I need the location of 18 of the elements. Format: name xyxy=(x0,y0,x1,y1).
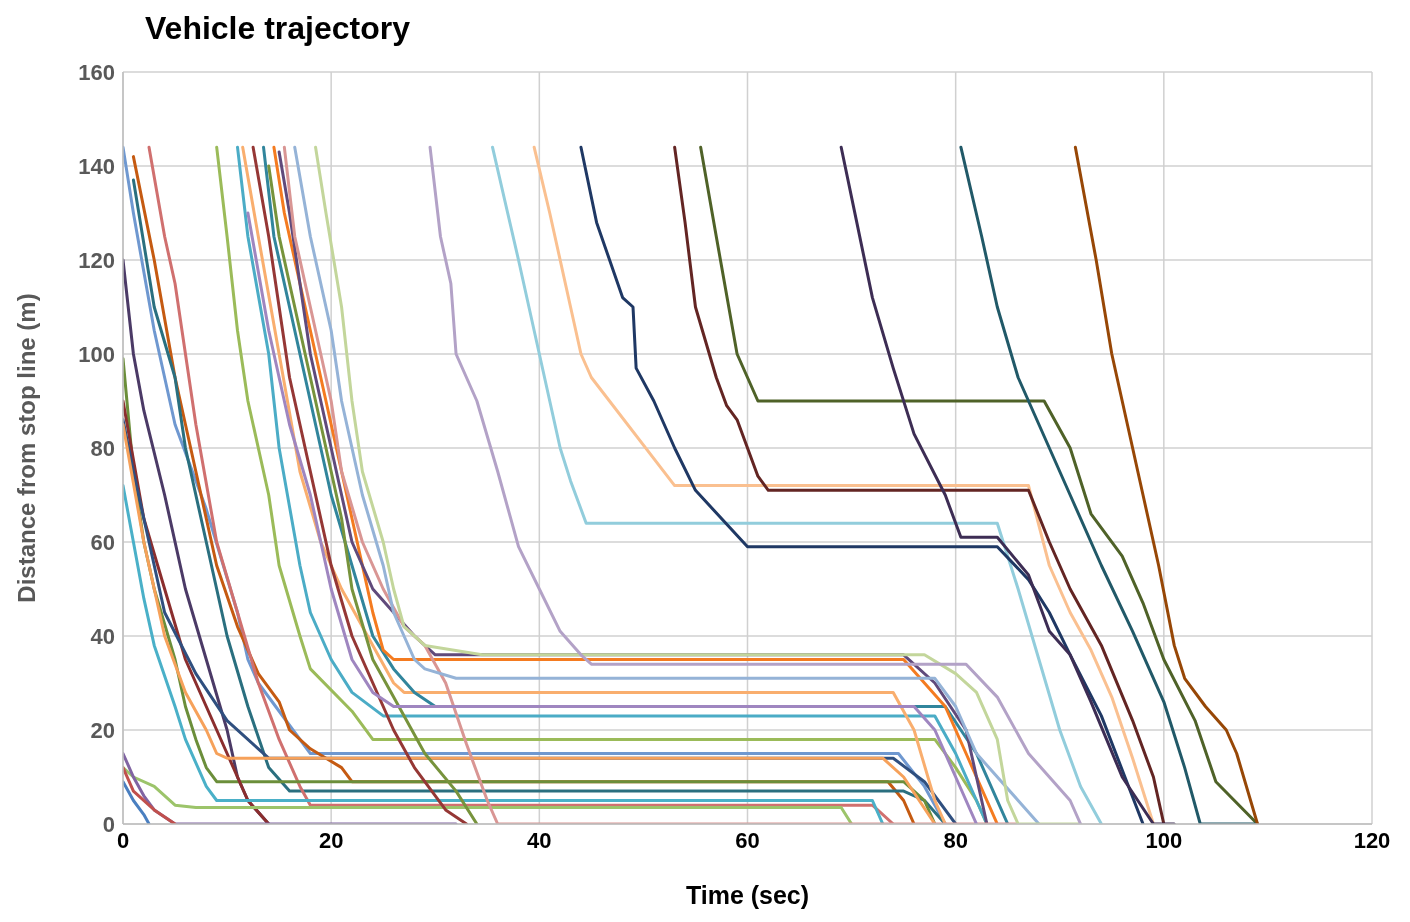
x-axis-title: Time (sec) xyxy=(685,881,810,909)
x-tick-label: 100 xyxy=(1145,827,1183,853)
y-tick-label: 100 xyxy=(78,341,115,367)
y-tick-label: 0 xyxy=(102,811,115,837)
y-tick-label: 60 xyxy=(90,529,115,555)
x-tick-label: 120 xyxy=(1353,827,1391,853)
y-axis-title: Distance from stop line (m) xyxy=(12,293,40,603)
y-tick-label: 160 xyxy=(78,59,115,85)
y-tick-label: 120 xyxy=(78,247,115,273)
y-tick-label: 80 xyxy=(90,435,115,461)
y-tick-label: 20 xyxy=(90,717,115,743)
y-tick-label: 40 xyxy=(90,623,115,649)
chart-title: Vehicle trajectory xyxy=(145,10,411,47)
x-tick-label: 40 xyxy=(527,827,552,853)
x-tick-label: 20 xyxy=(318,827,344,853)
x-tick-label: 60 xyxy=(735,827,760,853)
x-tick-label: 80 xyxy=(943,827,968,853)
y-tick-label: 140 xyxy=(78,153,115,179)
